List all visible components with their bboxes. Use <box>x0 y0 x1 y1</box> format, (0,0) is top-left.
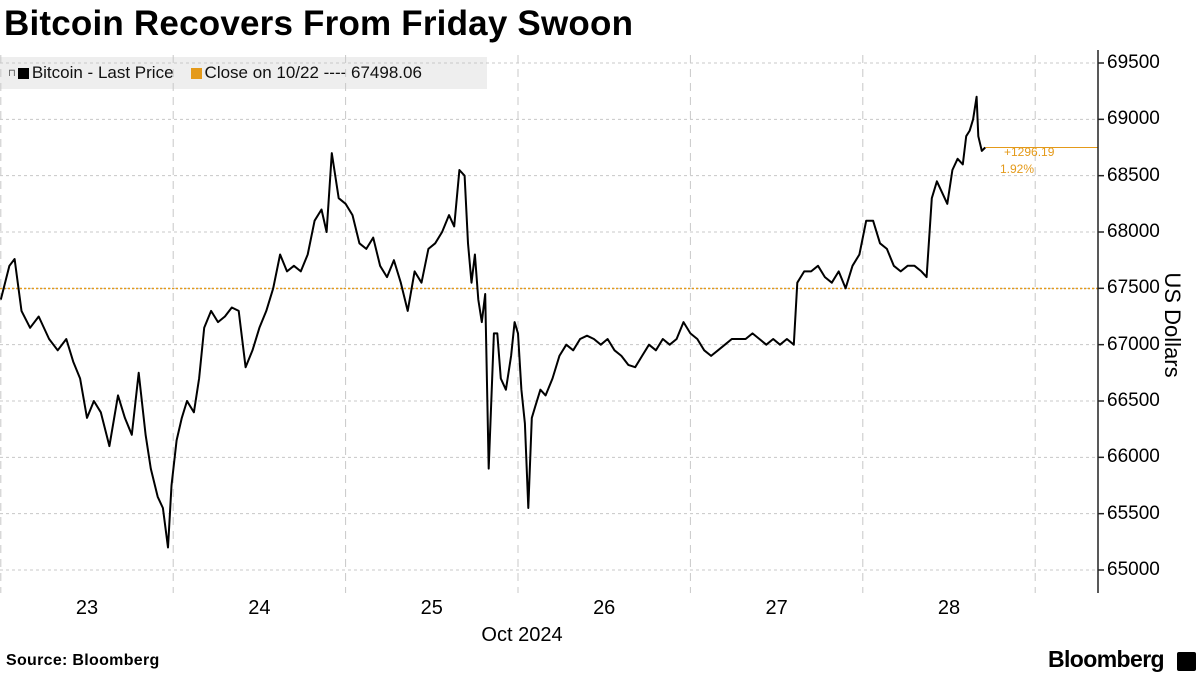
chart-grid <box>0 55 1098 593</box>
y-axis-label: US Dollars <box>1160 272 1185 378</box>
legend-label-close: Close on 10/22 ---- 67498.06 <box>204 63 422 82</box>
legend-pointer-icon: ⊓ <box>8 67 16 79</box>
x-tick-label-28: 28 <box>937 597 961 619</box>
x-axis-label: Oct 2024 <box>481 624 563 646</box>
legend-label-bitcoin: Bitcoin - Last Price <box>31 63 174 82</box>
y-tick-label-65500: 65500 <box>1107 502 1160 524</box>
y-tick-label-68500: 68500 <box>1107 164 1160 186</box>
y-tick-label-65000: 65000 <box>1107 559 1160 580</box>
chart-title: Bitcoin Recovers From Friday Swoon <box>4 4 634 43</box>
x-tick-label-23: 23 <box>75 597 99 619</box>
x-tick-label-24: 24 <box>248 597 271 619</box>
y-tick-label-67000: 67000 <box>1107 333 1160 355</box>
legend-swatch-bitcoin <box>17 67 29 79</box>
y-tick-label-68000: 68000 <box>1107 221 1160 242</box>
bloomberg-icon <box>1177 652 1196 671</box>
legend-swatch-close <box>190 67 202 79</box>
legend-item-close: Close on 10/22 ---- 67498.06 <box>190 63 422 83</box>
y-axis <box>1097 50 1104 593</box>
bitcoin-price-line <box>0 95 986 549</box>
y-tick-label-66500: 66500 <box>1107 390 1160 411</box>
source-note: Source: Bloomberg <box>6 652 160 669</box>
y-tick-label-66000: 66000 <box>1107 446 1160 468</box>
y-tick-label-69500: 69500 <box>1107 52 1160 73</box>
x-tick-label-25: 25 <box>420 597 443 619</box>
annotation-change: +1296.19 <box>1004 145 1055 159</box>
y-tick-label-69000: 69000 <box>1107 108 1160 130</box>
legend-item-bitcoin: Bitcoin - Last Price <box>17 63 174 83</box>
annotation-percent: 1.92% <box>1000 162 1035 176</box>
x-tick-label-26: 26 <box>593 597 616 619</box>
y-tick-label-67500: 67500 <box>1107 277 1160 299</box>
brand-logo: Bloomberg <box>1048 646 1165 672</box>
close-reference <box>0 147 1098 290</box>
x-tick-label-27: 27 <box>765 597 788 619</box>
chart-legend: ⊓ Bitcoin - Last Price Close on 10/22 --… <box>0 57 487 89</box>
price-series <box>0 95 986 549</box>
